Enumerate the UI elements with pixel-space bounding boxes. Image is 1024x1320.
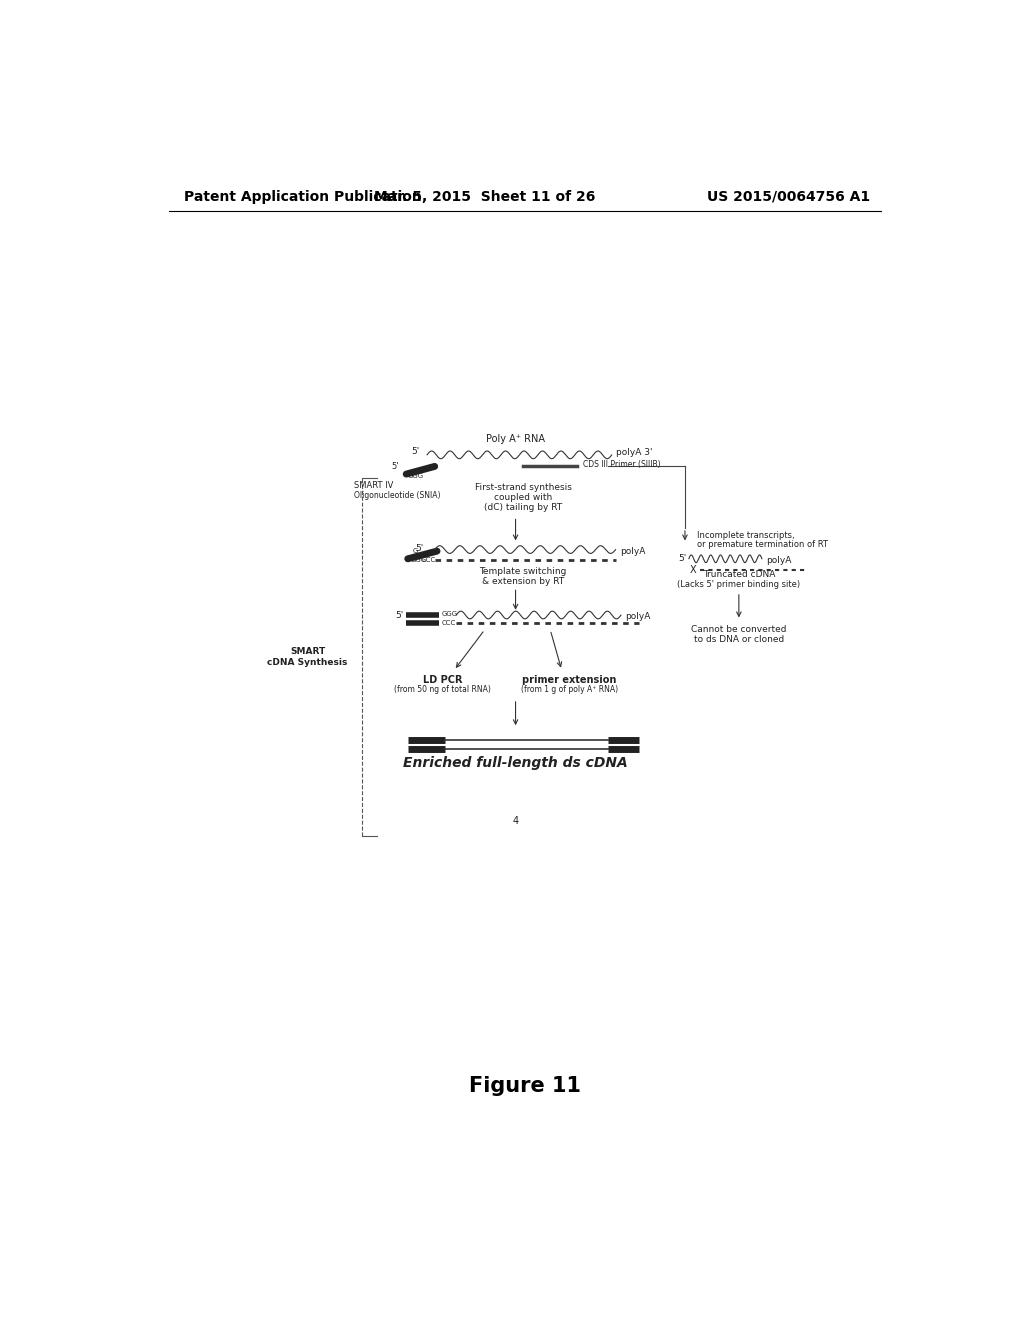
Text: G: G — [413, 548, 418, 554]
Text: polyA: polyA — [767, 556, 792, 565]
Text: Cannot be converted: Cannot be converted — [691, 626, 786, 634]
Text: 5': 5' — [395, 611, 403, 619]
Text: 5': 5' — [415, 544, 423, 553]
Text: 5': 5' — [391, 462, 398, 471]
Text: First-strand synthesis: First-strand synthesis — [475, 483, 571, 491]
Text: Poly A⁺ RNA: Poly A⁺ RNA — [486, 434, 545, 445]
Text: GGG: GGG — [441, 611, 458, 618]
Text: Enriched full-length ds cDNA: Enriched full-length ds cDNA — [403, 756, 628, 770]
Text: (Lacks 5' primer binding site): (Lacks 5' primer binding site) — [677, 579, 801, 589]
Text: to ds DNA or cloned: to ds DNA or cloned — [693, 635, 784, 644]
Text: polyA: polyA — [625, 612, 650, 620]
Text: Oligonucleotide (SNIA): Oligonucleotide (SNIA) — [354, 491, 440, 500]
Text: 4: 4 — [512, 816, 518, 825]
Text: CCC: CCC — [441, 620, 456, 627]
Text: Patent Application Publication: Patent Application Publication — [184, 190, 422, 203]
Text: polyA 3': polyA 3' — [615, 447, 652, 457]
Text: (dC) tailing by RT: (dC) tailing by RT — [484, 503, 562, 512]
Text: LD PCR: LD PCR — [423, 675, 462, 685]
Text: or premature termination of RT: or premature termination of RT — [696, 540, 827, 549]
Text: Mar. 5, 2015  Sheet 11 of 26: Mar. 5, 2015 Sheet 11 of 26 — [374, 190, 595, 203]
Text: (from 50 ng of total RNA): (from 50 ng of total RNA) — [394, 685, 490, 694]
Text: 5': 5' — [411, 446, 419, 455]
Text: coupled with: coupled with — [495, 492, 552, 502]
Text: cDNA Synthesis: cDNA Synthesis — [267, 659, 348, 667]
Text: GGG: GGG — [411, 557, 427, 562]
Text: X: X — [689, 565, 696, 574]
Text: Figure 11: Figure 11 — [469, 1076, 581, 1096]
Text: & extension by RT: & extension by RT — [482, 577, 564, 586]
Text: US 2015/0064756 A1: US 2015/0064756 A1 — [707, 190, 869, 203]
Text: 5': 5' — [678, 554, 686, 564]
Text: CDS III Primer (SIIIB): CDS III Primer (SIIIB) — [584, 461, 660, 470]
Text: polyA: polyA — [621, 546, 646, 556]
Text: (from 1 g of poly A⁺ RNA): (from 1 g of poly A⁺ RNA) — [521, 685, 618, 694]
Text: SMART IV: SMART IV — [354, 482, 393, 490]
Text: Incomplete transcripts,: Incomplete transcripts, — [696, 531, 795, 540]
Text: Truncated cDNA: Truncated cDNA — [702, 570, 775, 578]
Text: Template switching: Template switching — [479, 568, 567, 577]
Text: GGG: GGG — [408, 473, 424, 479]
Text: SMART: SMART — [290, 647, 326, 656]
Text: CCC: CCC — [422, 557, 436, 564]
Text: primer extension: primer extension — [522, 675, 616, 685]
